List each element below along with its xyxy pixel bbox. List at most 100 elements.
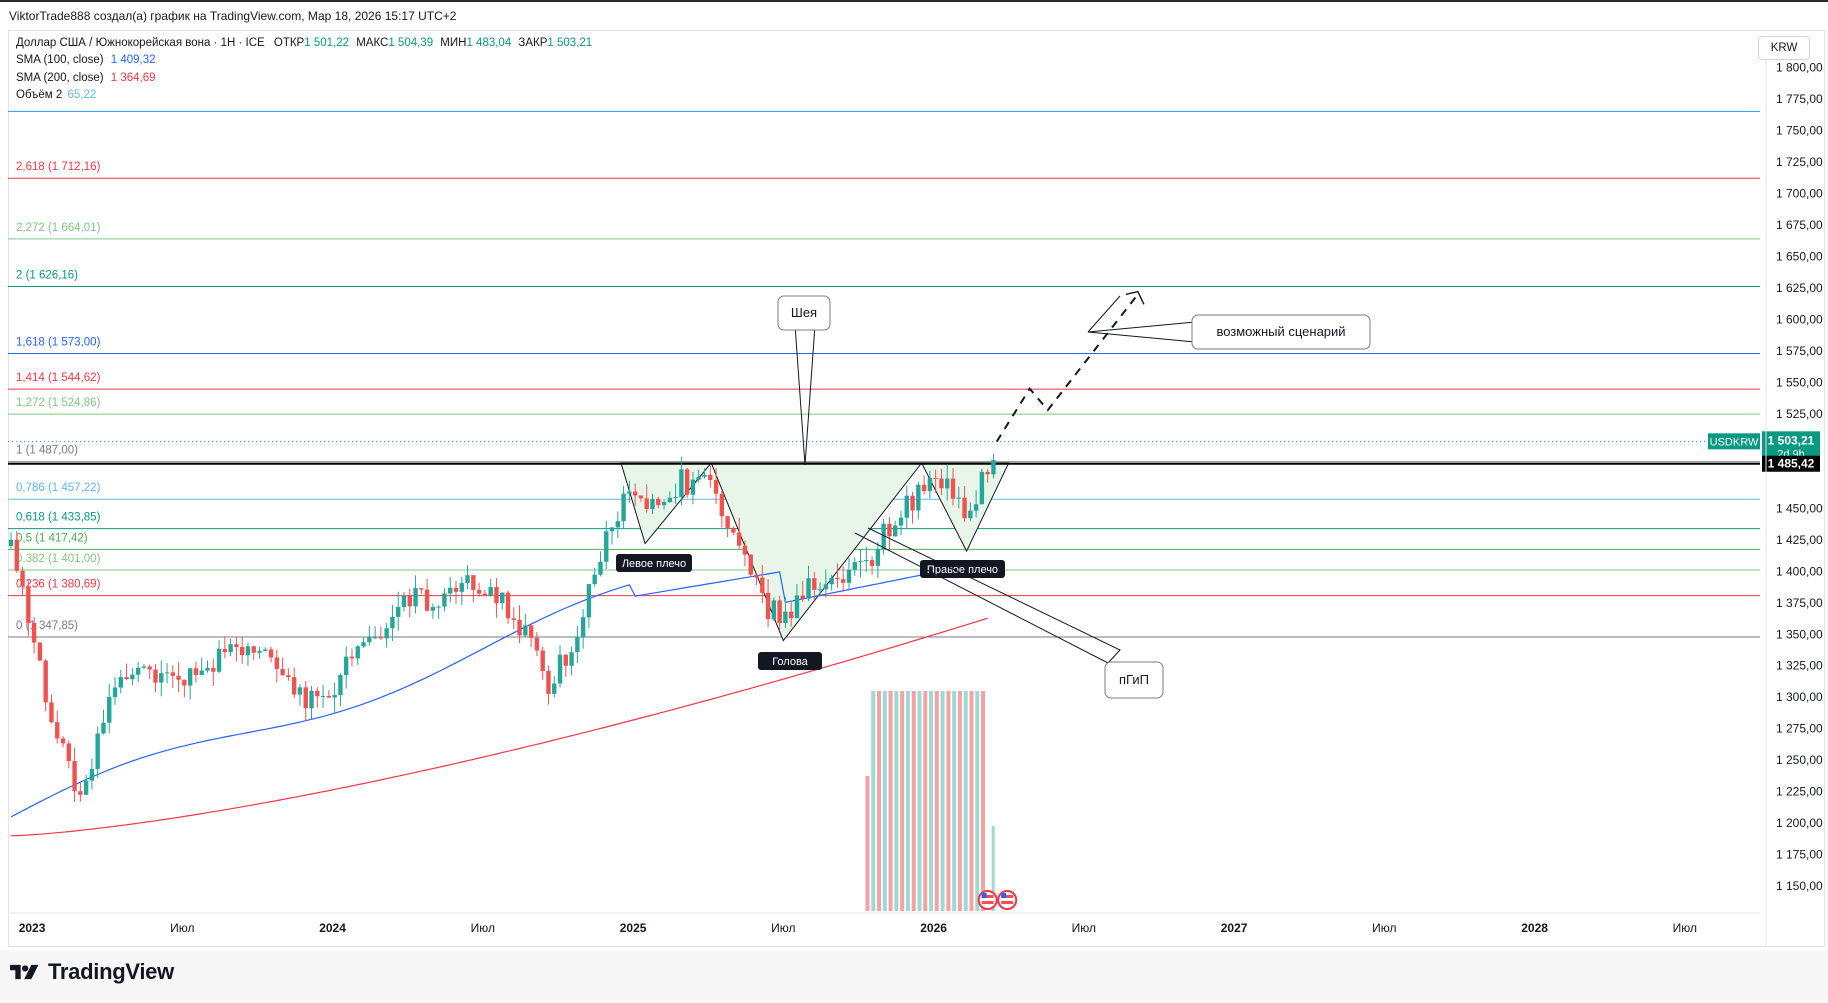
tradingview-wordmark: TradingView xyxy=(48,959,174,984)
pattern-callout-label: пГиП xyxy=(1119,672,1149,687)
candle-body xyxy=(367,637,372,643)
volume-bar xyxy=(905,691,910,911)
candle-body xyxy=(517,619,522,636)
candle-body xyxy=(390,616,395,629)
volume-bar xyxy=(871,691,876,911)
volume-hidden-value: 65,22 xyxy=(67,89,97,101)
volume-bar xyxy=(934,691,939,911)
candle-body xyxy=(788,611,794,619)
candle-body xyxy=(771,600,777,620)
candle-body xyxy=(401,595,407,607)
fib-level-label: 2 (1 626,16) xyxy=(16,270,78,282)
left-shoulder-label: Левое плечо xyxy=(622,558,686,570)
y-tick-label: 1 650,00 xyxy=(1776,249,1823,263)
candle-body xyxy=(575,637,580,653)
fib-level-label: 1,272 (1 524,86) xyxy=(16,397,101,409)
candle-body xyxy=(679,469,684,497)
head-label: Голова xyxy=(772,656,808,668)
chart-credit: ViktorTrade888 создал(а) график на Tradi… xyxy=(9,9,457,23)
y-tick-label: 1 450,00 xyxy=(1776,501,1823,515)
candle-body xyxy=(887,523,892,537)
candle-body xyxy=(898,517,904,526)
flag-canton xyxy=(1001,893,1007,898)
right-shoulder-box xyxy=(920,560,1005,578)
fib-level-label: 0,5 (1 417,42) xyxy=(16,532,88,544)
candle-body xyxy=(904,495,909,518)
candle-body xyxy=(95,733,100,769)
candle-body xyxy=(783,611,788,624)
symbol-title: Доллар США / Южнокорейская вона · 1Н · I… xyxy=(16,37,265,49)
candle-body xyxy=(187,668,193,686)
candle-body xyxy=(239,647,245,656)
candle-body xyxy=(979,471,985,505)
scenario-pointer-2 xyxy=(1087,295,1121,333)
volume-bar xyxy=(911,691,916,911)
open-value: 1 501,22 xyxy=(304,37,349,49)
tradingview-logo-icon xyxy=(10,964,39,980)
volume-legend[interactable]: Объём 2 65,22 xyxy=(16,89,96,101)
candle-body xyxy=(193,668,199,676)
low-value: 1 483,04 xyxy=(466,37,512,49)
candle-body xyxy=(673,496,678,498)
candle-body xyxy=(453,587,459,592)
candle-body xyxy=(280,668,285,676)
top-border xyxy=(0,0,1828,2)
symbol-legend[interactable]: Доллар США / Южнокорейская вона · 1Н · I… xyxy=(16,37,592,49)
candle-body xyxy=(500,592,505,604)
volume-bar xyxy=(940,691,945,911)
y-tick-label: 1 575,00 xyxy=(1776,344,1823,358)
candle-body xyxy=(349,656,355,659)
y-tick-label: 1 625,00 xyxy=(1776,281,1823,295)
candle-body xyxy=(66,743,71,762)
candle-body xyxy=(430,607,436,611)
neck-callout-label: Шея xyxy=(791,305,817,320)
sma100-label: SMA (100, close) xyxy=(16,54,104,66)
candle-body xyxy=(257,650,262,653)
candle-body xyxy=(864,560,869,562)
candle-body xyxy=(627,491,632,494)
candle-body xyxy=(684,469,690,495)
y-tick-label: 1 175,00 xyxy=(1776,848,1823,862)
volume-bar xyxy=(946,691,951,911)
candle-body xyxy=(656,498,661,506)
candle-body xyxy=(552,683,557,694)
candle-body xyxy=(8,539,14,547)
flag-stripe xyxy=(1001,895,1014,898)
volume-bar xyxy=(877,691,882,911)
candle-body xyxy=(754,574,759,578)
head-box xyxy=(758,652,822,670)
candle-body xyxy=(112,687,118,698)
tradingview-brand[interactable]: TradingView xyxy=(10,959,174,985)
candle-body xyxy=(320,695,326,697)
x-tick-label: 2023 xyxy=(19,921,46,935)
volume-bar xyxy=(900,691,905,911)
candle-body xyxy=(800,595,805,599)
candle-body xyxy=(419,588,424,590)
sma100-legend[interactable]: SMA (100, close) 1 409,32 xyxy=(16,54,156,66)
sma200-line xyxy=(10,617,988,837)
y-tick-label: 1 525,00 xyxy=(1776,407,1823,421)
pattern-pointer xyxy=(854,527,1121,664)
candle-body xyxy=(83,780,89,795)
candle-body xyxy=(528,625,534,638)
candle-body xyxy=(31,622,37,643)
currency-button[interactable]: KRW xyxy=(1758,36,1810,60)
candle-body xyxy=(806,578,811,599)
candle-body xyxy=(37,642,43,661)
candle-body xyxy=(26,586,31,623)
flag-stripe xyxy=(981,901,994,904)
x-tick-label: 2027 xyxy=(1221,921,1248,935)
volume-bar xyxy=(975,691,980,911)
candle-body xyxy=(916,484,921,511)
volume-bar xyxy=(963,691,968,911)
candle-body xyxy=(118,677,124,688)
volume-bar xyxy=(882,691,887,911)
x-tick-label: Июл xyxy=(170,921,194,935)
candle-body xyxy=(14,539,19,571)
sma200-legend[interactable]: SMA (200, close) 1 364,69 xyxy=(16,72,156,84)
high-value: 1 504,39 xyxy=(388,37,434,49)
candle-body xyxy=(921,484,927,492)
candle-body xyxy=(274,657,280,669)
candle-body xyxy=(604,531,609,562)
